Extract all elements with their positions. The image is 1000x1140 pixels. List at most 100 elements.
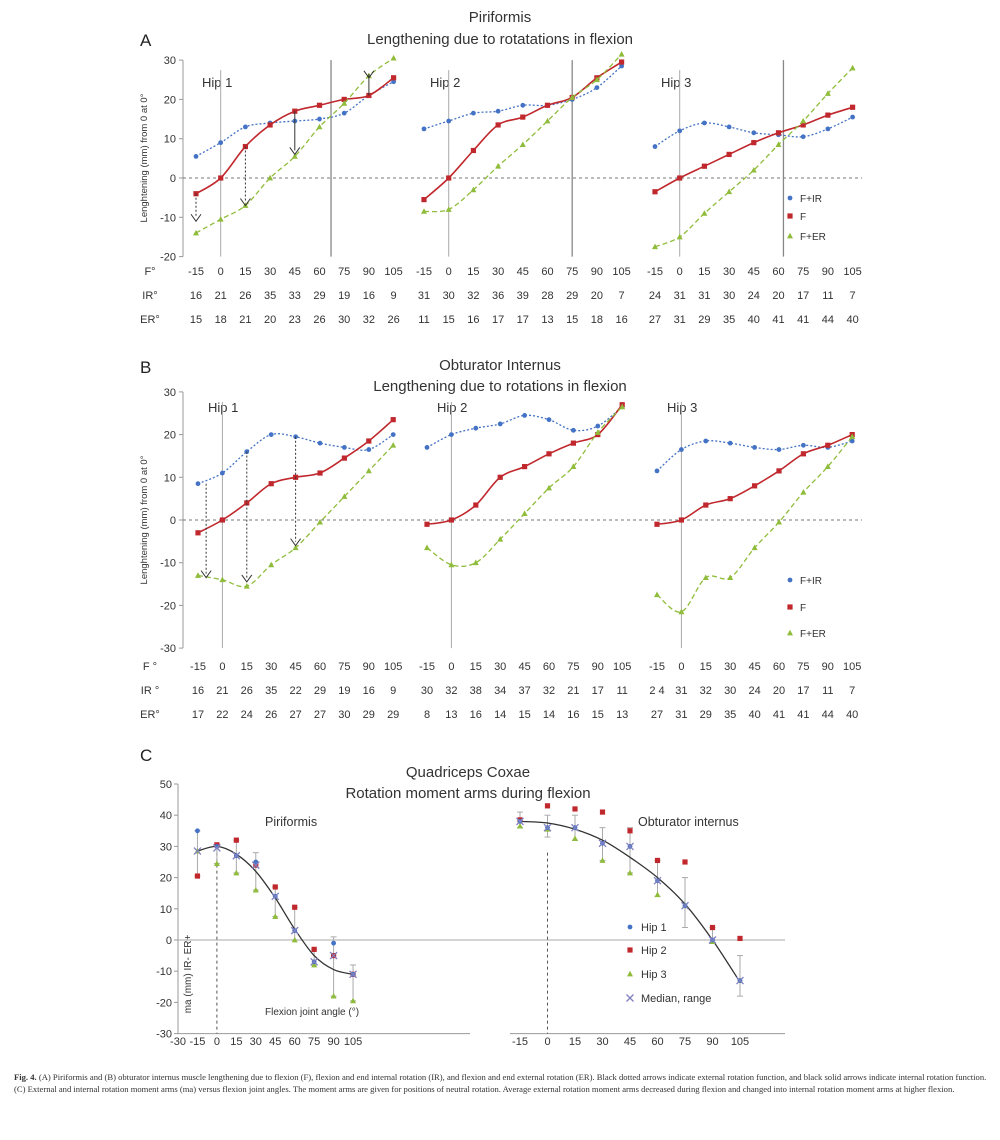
er-row-value: 22 — [216, 709, 228, 721]
hip3-point — [252, 886, 259, 893]
f-point — [619, 59, 625, 65]
flexion-tick-label: 15 — [239, 266, 251, 278]
median-point — [681, 901, 689, 910]
ir-point — [218, 140, 224, 146]
er-point — [775, 141, 782, 147]
panel-c-obturator: -15 0 15 30 45 60 75 90 105 — [512, 803, 749, 1048]
legend-er-label: F+ER — [800, 629, 826, 640]
er-row-value: 35 — [724, 709, 736, 721]
legend-c-marker-4 — [626, 994, 634, 1002]
flexion-tick-label: 30 — [724, 661, 736, 673]
row-label: IR ° — [141, 685, 159, 697]
legend-er-label: F+ER — [800, 232, 826, 243]
ir-point — [193, 153, 199, 159]
hip2-point — [627, 828, 633, 834]
legend-c-marker-3 — [627, 970, 633, 977]
panel-b-title: Obturator Internus — [439, 357, 561, 374]
f-point — [390, 417, 396, 423]
er-row-value: 14 — [543, 709, 555, 721]
y-tick-label: 30 — [164, 387, 176, 399]
flexion-tick-label: 75 — [797, 661, 809, 673]
flexion-tick-label: 90 — [822, 266, 834, 278]
figure-caption: Fig. 4. (A) Piriformis and (B) obturator… — [14, 1072, 989, 1095]
er-row-value: 14 — [494, 709, 506, 721]
er-row-value: 17 — [517, 314, 529, 326]
function-arrow-head — [289, 147, 301, 156]
function-arrow-head — [200, 570, 212, 579]
y-tick-label: -20 — [160, 600, 176, 612]
flexion-tick-label: 105 — [384, 266, 402, 278]
er-row-value: 23 — [289, 314, 301, 326]
f-point — [800, 122, 806, 128]
ir-row-value: 16 — [192, 685, 204, 697]
er-point — [472, 559, 479, 566]
er-point — [701, 210, 708, 216]
f-point — [775, 130, 782, 136]
ir-point — [522, 412, 527, 418]
f-point — [727, 496, 733, 502]
er-row-value: 41 — [797, 709, 809, 721]
ir-row-value: 30 — [723, 290, 735, 302]
flexion-tick-label: 60 — [541, 266, 553, 278]
flexion-tick-label: 0 — [218, 266, 224, 278]
er-row-value: 26 — [387, 314, 399, 326]
er-row-value: 13 — [445, 709, 457, 721]
ir-row-value: 37 — [518, 685, 530, 697]
ir-row-value: 26 — [241, 685, 253, 697]
ir-trend-line — [423, 65, 623, 130]
er-point — [217, 216, 224, 222]
er-row-value: 16 — [567, 709, 579, 721]
f-point — [751, 140, 757, 146]
er-row-value: 15 — [190, 314, 202, 326]
ir-row-value: 20 — [773, 685, 785, 697]
er-row-value: 15 — [518, 709, 530, 721]
flexion-tick-label: -15 — [416, 266, 432, 278]
er-point — [544, 117, 551, 124]
ir-row-value: 36 — [492, 290, 504, 302]
flexion-tick-label: 45 — [517, 266, 529, 278]
ir-point — [268, 432, 274, 437]
ir-row-value: 17 — [797, 685, 809, 697]
ir-row-value: 19 — [338, 685, 350, 697]
flexion-tick-label: 105 — [612, 266, 630, 278]
ir-row-value: 28 — [541, 290, 553, 302]
legend-ir-label: F+IR — [800, 576, 822, 587]
er-point — [727, 574, 734, 581]
f-point — [825, 442, 831, 448]
x-tick-label: -15 — [189, 1036, 205, 1048]
ir-point — [703, 438, 709, 444]
function-arrow-head — [190, 213, 202, 223]
ir-row-value: 9 — [391, 290, 397, 302]
er-row-value: 27 — [314, 709, 326, 721]
ir-row-value: 26 — [239, 290, 251, 302]
flexion-tick-label: 75 — [566, 266, 578, 278]
flexion-tick-label: 30 — [264, 266, 276, 278]
y-tick-label: 30 — [164, 55, 176, 67]
legend-c-label-3: Hip 3 — [641, 969, 667, 981]
er-row-value: 26 — [265, 709, 277, 721]
hip2-point — [292, 904, 298, 910]
ir-row-value: 20 — [591, 290, 603, 302]
panel-a-label: A — [140, 31, 152, 50]
median-point — [708, 936, 717, 944]
f-trend-line — [654, 106, 853, 193]
ir-row-value: 31 — [698, 290, 710, 302]
ir-row-value: 11 — [822, 290, 833, 302]
flexion-tick-label: 45 — [748, 266, 760, 278]
ir-trend-line — [195, 81, 394, 157]
ir-row-value: 22 — [289, 685, 301, 697]
row-label: F ° — [143, 661, 157, 673]
er-row-value: 41 — [797, 314, 809, 326]
function-arrow-head — [239, 198, 251, 207]
er-point — [751, 544, 758, 551]
f-point — [218, 175, 224, 181]
er-row-value: 32 — [363, 314, 375, 326]
er-point — [570, 463, 577, 470]
ir-row-value: 9 — [390, 685, 396, 697]
ir-point — [652, 144, 658, 149]
panel-a-subtitle: Lengthening due to rotatations in flexio… — [367, 31, 633, 48]
er-point — [569, 94, 576, 100]
ir-point — [726, 124, 732, 130]
f-point — [244, 500, 250, 506]
er-point — [594, 429, 601, 435]
